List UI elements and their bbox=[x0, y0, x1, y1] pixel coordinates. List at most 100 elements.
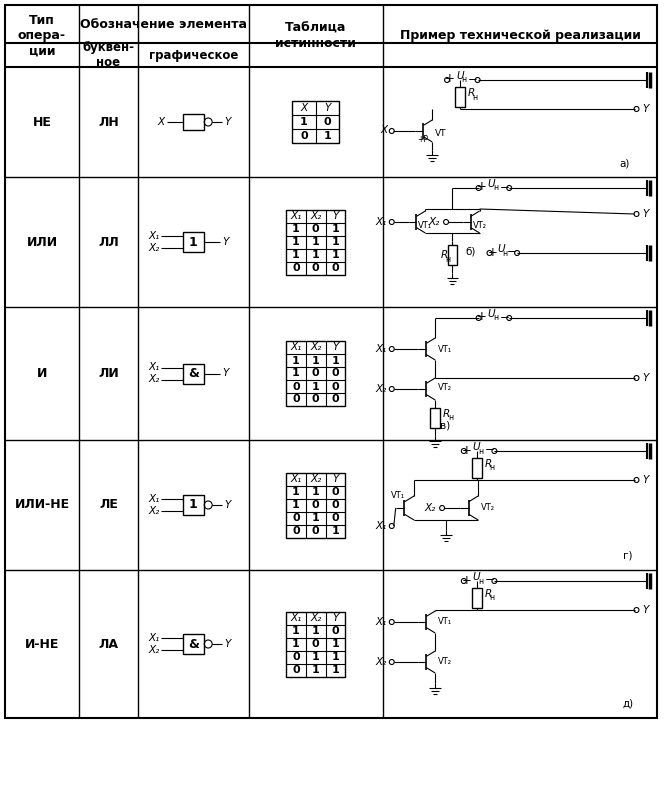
Text: 1: 1 bbox=[331, 355, 340, 366]
Text: Y: Y bbox=[332, 211, 339, 221]
Text: н: н bbox=[448, 413, 453, 423]
Text: 0: 0 bbox=[331, 513, 340, 523]
Text: 1: 1 bbox=[292, 355, 300, 366]
Text: 0: 0 bbox=[293, 513, 300, 523]
Text: 1: 1 bbox=[312, 626, 319, 636]
Text: X₁: X₁ bbox=[376, 617, 387, 627]
Text: +: + bbox=[462, 573, 472, 587]
Text: 1: 1 bbox=[300, 117, 308, 127]
Text: X₂: X₂ bbox=[148, 243, 160, 253]
Text: +: + bbox=[476, 311, 486, 324]
Bar bbox=[455, 87, 465, 107]
Text: VT₁: VT₁ bbox=[391, 491, 405, 500]
Text: −: − bbox=[499, 181, 509, 193]
Text: Тип
опера-
ции: Тип опера- ции bbox=[18, 14, 66, 58]
Text: X₁: X₁ bbox=[148, 362, 160, 373]
Text: в): в) bbox=[440, 421, 450, 431]
Text: Y: Y bbox=[225, 117, 231, 127]
Text: 1: 1 bbox=[331, 652, 340, 662]
Text: ИЛИ: ИЛИ bbox=[26, 236, 58, 248]
Text: R: R bbox=[443, 409, 450, 419]
Text: X₂: X₂ bbox=[148, 374, 160, 385]
Text: 0: 0 bbox=[331, 381, 340, 392]
Text: Y: Y bbox=[642, 475, 649, 485]
Bar bbox=[472, 458, 482, 478]
Bar bbox=[448, 245, 458, 265]
Bar bbox=[183, 495, 204, 515]
Text: &: & bbox=[188, 367, 199, 380]
Text: X₂: X₂ bbox=[376, 657, 387, 667]
Text: 1: 1 bbox=[292, 487, 300, 497]
Text: а): а) bbox=[619, 158, 630, 168]
Text: −: − bbox=[484, 573, 495, 587]
Text: б): б) bbox=[466, 247, 476, 257]
Text: Y: Y bbox=[642, 209, 649, 219]
Text: 0: 0 bbox=[293, 665, 300, 675]
Text: Y: Y bbox=[223, 369, 229, 378]
Text: н: н bbox=[489, 593, 495, 603]
Text: 1: 1 bbox=[312, 250, 319, 260]
Text: н: н bbox=[489, 463, 495, 473]
Text: X₂: X₂ bbox=[376, 384, 387, 394]
Bar bbox=[286, 473, 346, 538]
Text: U: U bbox=[456, 71, 464, 81]
Text: н: н bbox=[493, 313, 498, 323]
Text: R: R bbox=[484, 459, 492, 469]
Text: 1: 1 bbox=[323, 131, 331, 141]
Text: 1: 1 bbox=[331, 639, 340, 649]
Text: X: X bbox=[380, 125, 388, 135]
Text: X₂: X₂ bbox=[148, 506, 160, 516]
Text: X: X bbox=[157, 117, 164, 127]
Text: н: н bbox=[472, 93, 478, 102]
Text: 0: 0 bbox=[312, 369, 319, 378]
Text: Таблица
истинности: Таблица истинности bbox=[275, 22, 356, 50]
Text: VT₂: VT₂ bbox=[472, 220, 486, 229]
Text: ЛЛ: ЛЛ bbox=[98, 236, 119, 248]
Text: И: И bbox=[37, 367, 47, 380]
Text: 1: 1 bbox=[189, 236, 198, 248]
Text: 1: 1 bbox=[312, 381, 319, 392]
Text: 1: 1 bbox=[312, 487, 319, 497]
Text: X₁: X₁ bbox=[148, 231, 160, 241]
Text: 0: 0 bbox=[293, 381, 300, 392]
Text: 0: 0 bbox=[300, 131, 308, 141]
Text: И-НЕ: И-НЕ bbox=[25, 638, 59, 650]
Text: 0: 0 bbox=[331, 263, 340, 273]
Text: X₁: X₁ bbox=[376, 217, 387, 227]
Text: 1: 1 bbox=[312, 355, 319, 366]
Bar bbox=[183, 114, 204, 130]
Text: X₂: X₂ bbox=[310, 211, 321, 221]
Text: Y: Y bbox=[642, 104, 649, 114]
Text: Y: Y bbox=[332, 613, 339, 623]
Text: 1: 1 bbox=[312, 513, 319, 523]
Text: VT₂: VT₂ bbox=[438, 657, 452, 666]
Text: X₁: X₁ bbox=[291, 343, 302, 353]
Text: U: U bbox=[473, 572, 480, 582]
Text: 0: 0 bbox=[293, 394, 300, 404]
Text: ЛИ: ЛИ bbox=[98, 367, 119, 380]
Text: U: U bbox=[488, 309, 495, 319]
Bar bbox=[183, 634, 204, 654]
Text: −: − bbox=[499, 311, 509, 324]
Text: Пример технической реализации: Пример технической реализации bbox=[400, 29, 641, 43]
Text: U: U bbox=[497, 244, 505, 254]
Text: X₂: X₂ bbox=[310, 474, 321, 484]
Text: 1: 1 bbox=[312, 665, 319, 675]
Text: 0: 0 bbox=[312, 224, 319, 234]
Text: 0: 0 bbox=[293, 526, 300, 536]
Text: X₁: X₁ bbox=[148, 494, 160, 504]
Text: VT₁: VT₁ bbox=[419, 220, 433, 229]
Text: 1: 1 bbox=[292, 369, 300, 378]
Text: 0: 0 bbox=[312, 500, 319, 510]
Text: ЛА: ЛА bbox=[99, 638, 119, 650]
Text: 1: 1 bbox=[331, 526, 340, 536]
Text: ЛН: ЛН bbox=[98, 116, 119, 128]
Text: 0: 0 bbox=[312, 526, 319, 536]
Text: 0: 0 bbox=[312, 394, 319, 404]
Text: X₁: X₁ bbox=[376, 521, 387, 531]
Text: 0: 0 bbox=[331, 369, 340, 378]
Text: 1: 1 bbox=[331, 224, 340, 234]
Text: графическое: графическое bbox=[149, 48, 238, 62]
Text: н: н bbox=[493, 183, 498, 193]
Bar bbox=[292, 101, 340, 143]
